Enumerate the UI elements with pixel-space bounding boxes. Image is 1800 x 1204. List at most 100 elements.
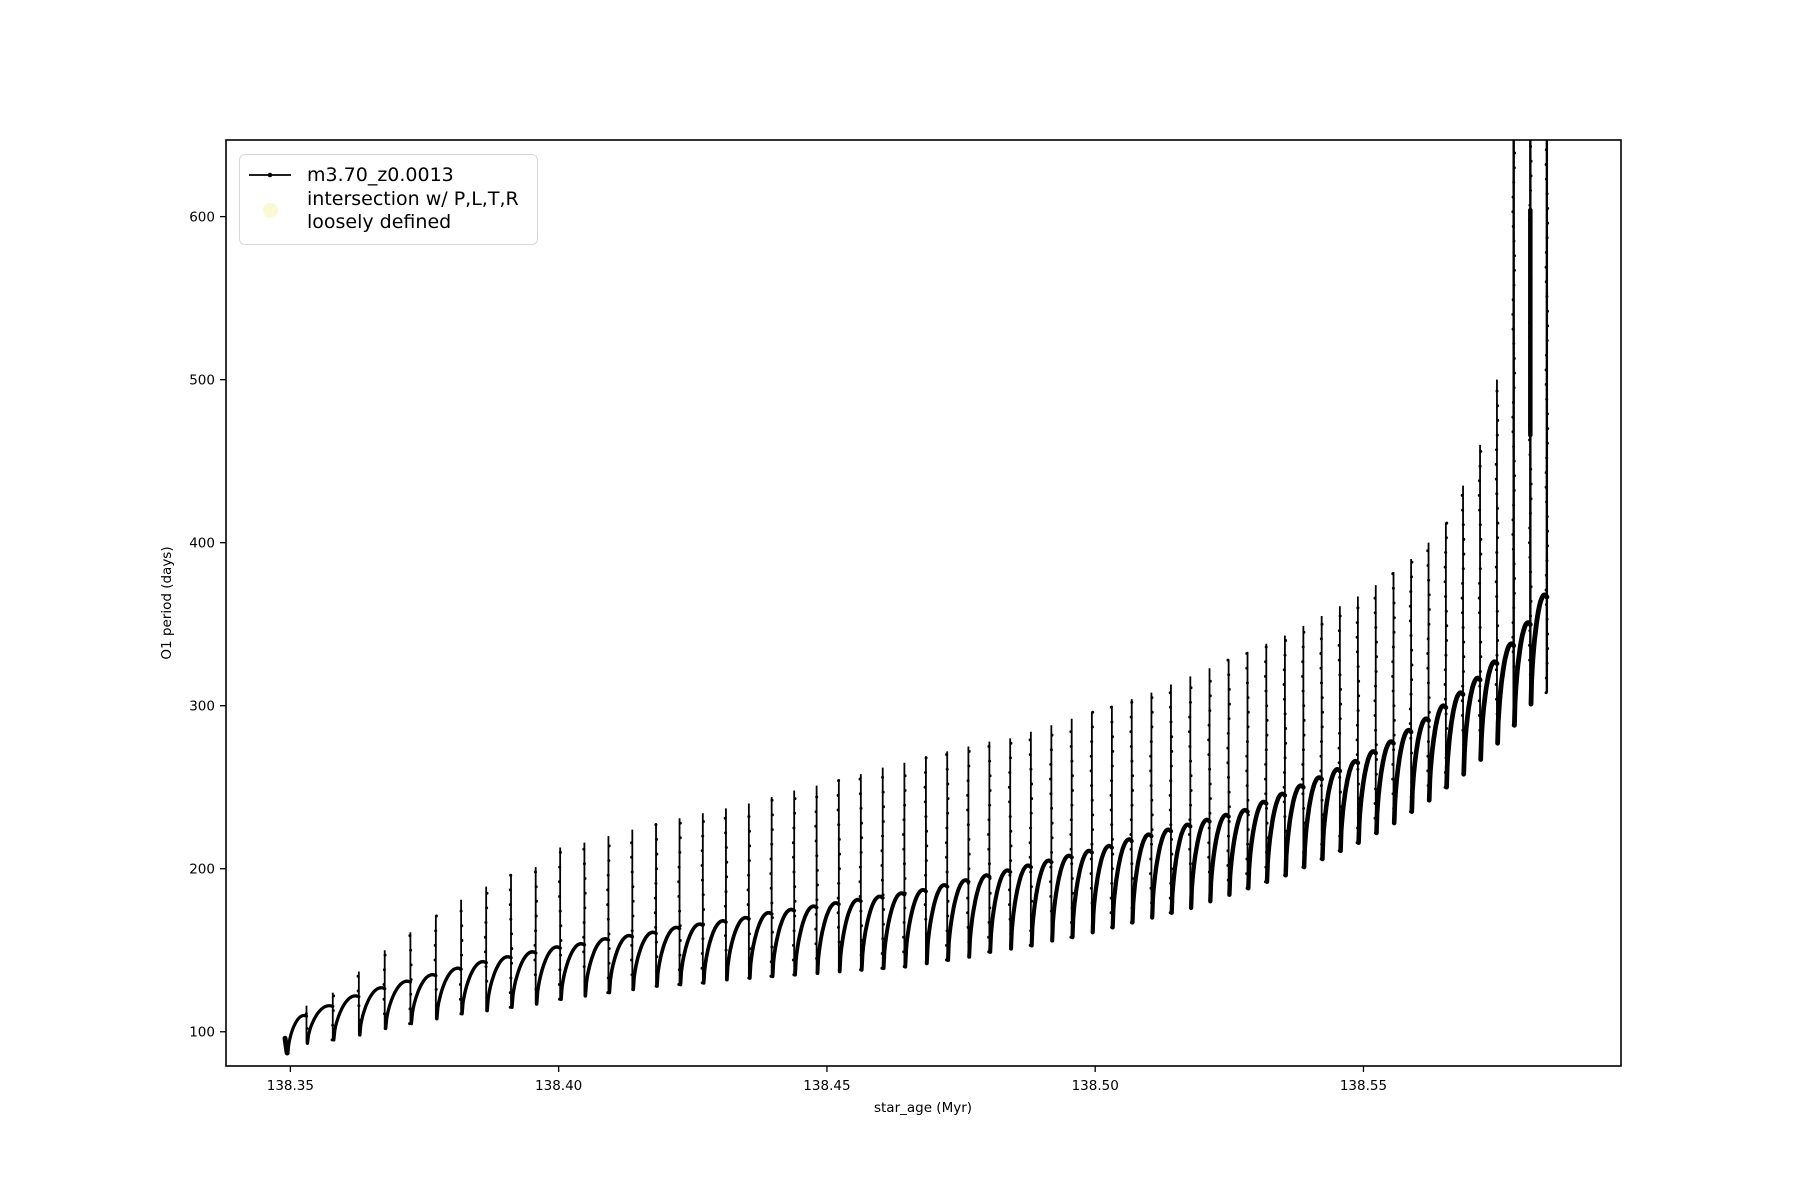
spike-marker-dot: [1109, 705, 1113, 709]
spike-marker-dot: [1545, 192, 1549, 196]
series-arc: [607, 933, 635, 995]
spike-marker-dot: [1495, 653, 1499, 657]
spike-marker-dot: [1427, 578, 1431, 582]
spike-marker-dot: [1226, 746, 1230, 750]
spike-marker-dot: [1495, 389, 1499, 393]
spike-marker-dot: [1008, 771, 1012, 774]
spike-marker-dot: [1495, 492, 1499, 496]
spike-marker-dot: [630, 929, 634, 933]
spike-marker-dot: [1091, 813, 1095, 817]
spike-marker-dot: [484, 921, 488, 924]
spike-marker-dot: [1478, 581, 1482, 585]
spike-marker-dot: [1008, 873, 1012, 877]
spike-marker-dot: [1545, 134, 1548, 137]
spike-marker-dot: [1070, 877, 1074, 880]
spike-marker-dot: [966, 925, 970, 929]
spike-marker-dot: [1111, 749, 1115, 753]
spike-marker-dot: [1461, 567, 1465, 571]
spike-marker-dot: [607, 947, 611, 951]
spike-marker-dot: [793, 899, 797, 903]
spike-marker-dot: [1546, 647, 1550, 651]
spike-marker-dot: [881, 775, 885, 779]
spike-marker-dot: [1512, 254, 1516, 258]
spike-marker-dot: [1461, 611, 1464, 615]
spike-marker-dot: [1008, 756, 1012, 760]
spike-marker-dot: [946, 914, 950, 918]
spike-marker-dot: [534, 929, 538, 933]
spike-marker-dot: [1090, 798, 1094, 802]
spike-marker-dot: [1168, 793, 1172, 797]
spike-marker-dot: [1477, 714, 1481, 717]
spike-marker-dot: [409, 948, 413, 952]
spike-marker-dot: [1338, 790, 1342, 794]
series-arc: [655, 925, 682, 988]
spike-marker-dot: [881, 937, 885, 941]
spike-marker-dot: [1443, 580, 1447, 584]
x-tick-label: 138.40: [535, 1078, 582, 1094]
series-arc: [1283, 783, 1306, 878]
spike-marker-dot: [1544, 177, 1548, 181]
spike-marker-dot: [987, 921, 991, 924]
spike-marker-dot: [1529, 174, 1533, 178]
spike-marker-dot: [1170, 837, 1173, 841]
spike-marker-dot: [902, 833, 906, 836]
spike-marker-dot: [1392, 630, 1396, 634]
spike-marker-dot: [902, 818, 906, 822]
spike-marker-dot: [1070, 862, 1074, 866]
spike-marker-dot: [1426, 652, 1430, 655]
spike-marker-dot: [1511, 518, 1515, 522]
spike-marker-dot: [1129, 818, 1133, 822]
spike-marker-dot: [946, 811, 950, 815]
spike-marker-dot: [1264, 660, 1268, 664]
x-tick-label: 138.55: [1340, 1078, 1387, 1094]
spike-marker-dot: [1528, 203, 1532, 207]
spike-marker-dot: [655, 852, 659, 856]
spike-marker-dot: [1283, 756, 1287, 760]
series-arc: [305, 1004, 335, 1045]
spike-marker-dot: [1444, 712, 1448, 716]
spike-marker-dot: [747, 873, 751, 877]
spike-marker-dot: [1320, 798, 1324, 802]
spike-marker-dot: [1494, 668, 1498, 672]
series-arc: [725, 915, 751, 982]
spike-marker-dot: [1319, 769, 1323, 773]
spike-marker-dot: [1529, 482, 1533, 486]
spike-marker-dot: [1426, 564, 1430, 567]
spike-marker-dot: [1264, 748, 1268, 752]
spike-marker-dot: [1443, 668, 1447, 672]
spike-marker-dot: [1444, 595, 1448, 598]
spike-marker-dot: [1445, 624, 1449, 628]
spike-marker-dot: [1189, 789, 1193, 792]
spike-marker-dot: [747, 932, 751, 936]
spike-marker-dot: [1427, 725, 1431, 729]
spike-marker-dot: [1544, 251, 1548, 254]
spike-marker-dot: [724, 934, 727, 938]
series-arc: [988, 868, 1013, 954]
spike-marker-dot: [1301, 660, 1305, 664]
spike-marker-dot: [1496, 624, 1500, 628]
spike-marker-dot: [1170, 735, 1174, 739]
spike-marker-dot: [748, 844, 752, 848]
spike-marker-dot: [1265, 806, 1268, 810]
spike-marker-dot: [1009, 859, 1013, 863]
spike-marker-dot: [1478, 567, 1482, 571]
spike-marker-dot: [408, 934, 412, 938]
spike-marker-dot: [988, 803, 992, 807]
spike-marker-dot: [1495, 551, 1499, 554]
series-arc: [946, 878, 971, 962]
spike-marker-dot: [1444, 609, 1448, 613]
spike-marker-dot: [945, 841, 948, 845]
spike-marker-dot: [1130, 862, 1134, 866]
spike-marker-dot: [748, 947, 752, 951]
spike-marker-dot: [1496, 639, 1500, 642]
spike-marker-dot: [1513, 151, 1516, 155]
spike-marker-dot: [1528, 555, 1532, 559]
spike-marker-dot: [1284, 639, 1288, 642]
spike-marker-dot: [1545, 500, 1549, 504]
spike-marker-dot: [1478, 464, 1482, 468]
spike-marker-dot: [1226, 658, 1230, 662]
spike-marker-dot: [1427, 696, 1431, 700]
series-arc: [1150, 827, 1174, 920]
spike-marker-dot: [1208, 767, 1212, 771]
spike-marker-dot: [1495, 433, 1499, 437]
